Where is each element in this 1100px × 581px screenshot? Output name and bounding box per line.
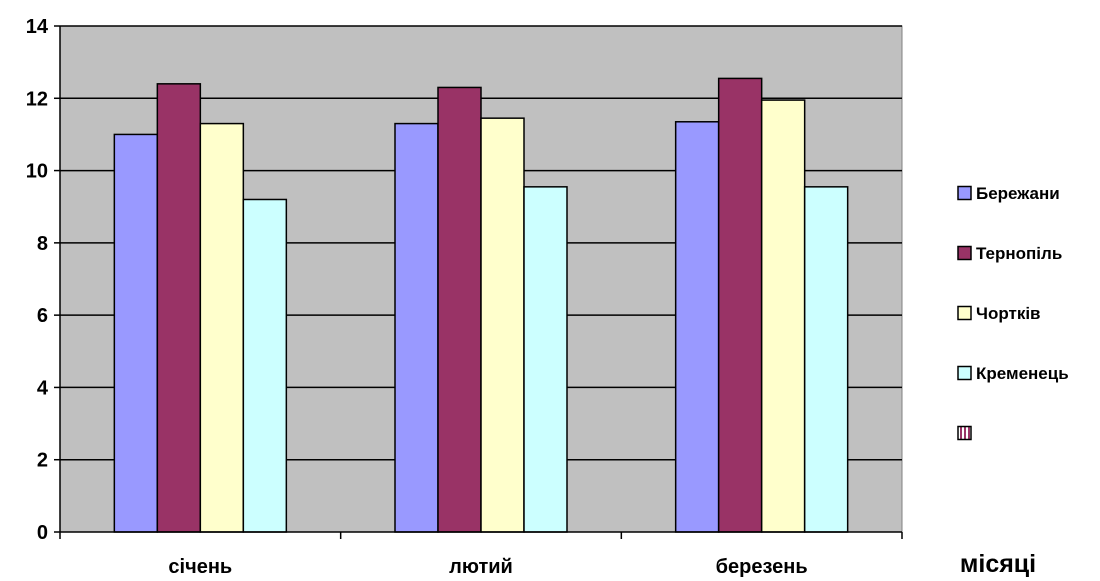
bar-1-3 [674, 121, 720, 533]
axes [59, 26, 902, 533]
legend-swatch [957, 365, 972, 381]
legend-swatch [957, 185, 972, 201]
y-tick-label: 8 [37, 233, 48, 255]
x-category-label: лютий [449, 556, 513, 578]
bars [113, 77, 849, 533]
y-tick-label: 2 [37, 450, 48, 472]
legend-swatch [957, 305, 972, 321]
bar-3-2 [480, 117, 525, 533]
bar-4-3 [803, 186, 849, 533]
bar-2-2 [437, 86, 482, 533]
bar-2-1 [156, 83, 202, 533]
y-axis-ticks: 0 2 4 6 8 10 12 14 [26, 16, 60, 544]
bar-4-1 [242, 198, 288, 533]
bar-2-3 [717, 77, 763, 533]
bar-3-3 [760, 99, 806, 533]
legend-swatch [957, 245, 972, 261]
y-tick-label: 14 [26, 16, 49, 38]
bar-1-2 [394, 122, 439, 533]
y-tick-label: 12 [26, 88, 48, 110]
y-tick-label: 0 [37, 522, 48, 544]
bar-3-1 [199, 122, 245, 533]
y-tick-label: 4 [37, 377, 49, 399]
legend-label: Кременець [976, 364, 1069, 383]
x-axis-title: місяці [960, 550, 1036, 578]
legend-swatch-extra [957, 425, 972, 441]
y-tick-label: 10 [26, 161, 48, 183]
bar-4-2 [523, 186, 568, 533]
legend-label: Тернопіль [976, 244, 1062, 263]
bar-1-1 [113, 133, 159, 533]
x-category-label: березень [716, 556, 808, 578]
legend: Бережани Тернопіль Чортків Кременець [957, 184, 1069, 441]
legend-label: Чортків [976, 304, 1041, 323]
legend-label: Бережани [976, 184, 1060, 203]
x-axis-ticks: січень лютий березень [59, 532, 903, 578]
y-tick-label: 6 [37, 305, 48, 327]
x-category-label: січень [168, 556, 232, 578]
